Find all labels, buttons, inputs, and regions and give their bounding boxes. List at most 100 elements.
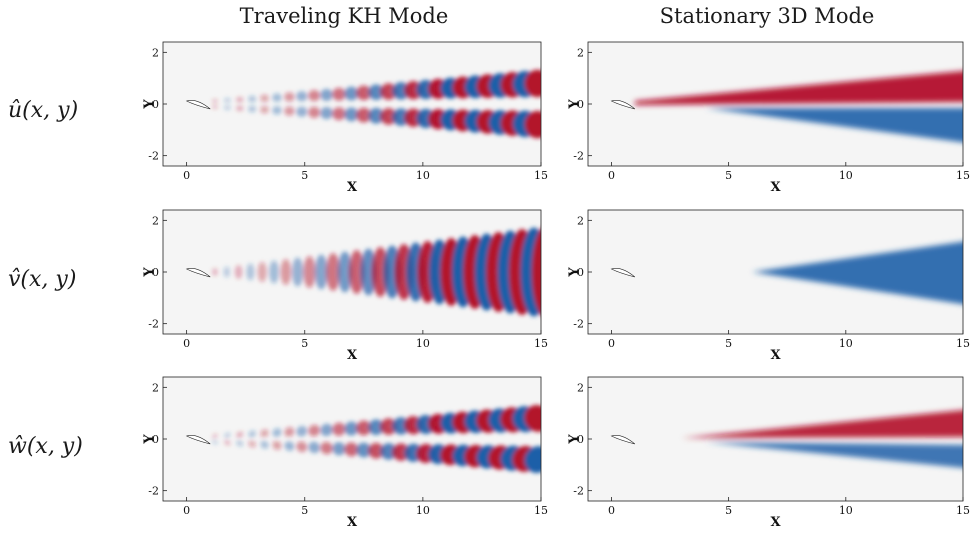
airfoil-outline xyxy=(185,100,211,110)
panel-v-kh: 0 5 10 15 2 0 -2 X Y xyxy=(142,209,548,370)
kh-lower-lobe xyxy=(248,440,257,448)
stationary-negative-band xyxy=(705,108,963,143)
x-axis-label: X xyxy=(770,180,781,195)
x-tick-label: 10 xyxy=(839,337,853,350)
kh-v-lobe xyxy=(269,260,280,284)
y-tick-label: 2 xyxy=(577,46,584,59)
column-title-stationary: Stationary 3D Mode xyxy=(659,4,875,28)
kh-v-lobe xyxy=(223,266,231,278)
kh-upper-lobe xyxy=(332,87,346,101)
kh-lower-lobe xyxy=(356,442,372,458)
kh-lower-lobe xyxy=(332,107,346,121)
kh-upper-lobe xyxy=(356,420,372,436)
kh-upper-lobe xyxy=(320,423,333,437)
y-tick-label: 0 xyxy=(577,266,584,279)
y-axis-label: Y xyxy=(567,434,582,445)
kh-lower-lobe xyxy=(284,441,295,451)
x-tick-label: 0 xyxy=(183,337,190,350)
stationary-positive-band xyxy=(634,71,963,105)
kh-upper-lobe xyxy=(272,93,282,102)
kh-v-lobe xyxy=(314,254,328,290)
y-tick-label: -2 xyxy=(573,318,584,331)
y-axis-label: Y xyxy=(142,99,157,110)
kh-lower-lobe xyxy=(224,439,231,446)
x-tick-label: 0 xyxy=(183,169,190,182)
y-tick-label: 0 xyxy=(577,98,584,111)
x-axis-label: X xyxy=(347,515,358,530)
y-tick-label: 0 xyxy=(152,266,159,279)
x-tick-label: 5 xyxy=(725,504,732,517)
airfoil-outline xyxy=(185,268,211,278)
kh-v-lobe xyxy=(326,253,341,291)
kh-lower-lobe xyxy=(284,106,295,116)
kh-lower-lobe xyxy=(524,110,541,139)
row-label-w: ŵ(x, y) xyxy=(8,434,83,459)
x-axis-label: X xyxy=(347,180,358,195)
kh-lower-lobe xyxy=(320,107,333,120)
kh-v-lobe xyxy=(280,259,292,285)
kh-upper-lobe xyxy=(272,428,282,438)
kh-upper-lobe xyxy=(224,97,231,103)
kh-upper-lobe xyxy=(368,419,385,436)
kh-v-lobe xyxy=(531,228,541,316)
panel-u-3d: 0 5 10 15 2 0 -2 X Y xyxy=(567,41,970,202)
stationary-negative-band xyxy=(752,241,963,305)
kh-lower-lobe xyxy=(236,440,244,447)
kh-lower-lobe xyxy=(320,441,333,455)
kh-lower-lobe xyxy=(380,443,397,460)
panel-w-3d: 0 5 10 15 2 0 -2 X Y xyxy=(567,376,970,537)
kh-lower-lobe xyxy=(212,439,218,445)
panel-u-kh: 0 5 10 15 2 0 -2 X Y xyxy=(142,41,548,202)
y-tick-label: 2 xyxy=(577,381,584,394)
kh-lower-lobe xyxy=(332,442,346,456)
kh-upper-lobe xyxy=(236,431,244,438)
stationary-positive-band xyxy=(681,410,963,438)
kh-upper-lobe xyxy=(524,405,541,432)
kh-lower-lobe xyxy=(211,105,218,109)
kh-v-lobe xyxy=(234,265,243,279)
kh-upper-lobe xyxy=(296,91,308,102)
y-tick-label: -2 xyxy=(148,485,159,498)
stationary-negative-band xyxy=(705,442,963,468)
row-label-u: û(x, y) xyxy=(8,98,79,123)
kh-lower-lobe xyxy=(224,105,231,111)
x-tick-label: 5 xyxy=(301,504,308,517)
kh-upper-lobe xyxy=(260,429,269,438)
x-tick-label: 15 xyxy=(956,169,970,182)
kh-lower-lobe xyxy=(296,106,308,117)
x-tick-label: 15 xyxy=(534,337,548,350)
y-axis-label: Y xyxy=(142,267,157,278)
x-tick-label: 5 xyxy=(725,337,732,350)
kh-lower-lobe xyxy=(524,446,541,473)
x-tick-label: 15 xyxy=(534,504,548,517)
kh-upper-lobe xyxy=(356,85,372,101)
panel-w-kh: 0 5 10 15 2 0 -2 X Y xyxy=(142,376,548,537)
x-tick-label: 0 xyxy=(608,169,615,182)
y-tick-label: 0 xyxy=(152,98,159,111)
kh-lower-lobe xyxy=(344,107,359,122)
kh-lower-lobe xyxy=(260,105,270,114)
kh-lower-lobe xyxy=(368,107,385,124)
kh-lower-lobe xyxy=(248,105,257,113)
x-tick-label: 5 xyxy=(301,337,308,350)
x-tick-label: 0 xyxy=(608,337,615,350)
y-tick-label: 2 xyxy=(152,214,159,227)
row-label-v: v̂(x, y) xyxy=(8,267,77,292)
airfoil-outline xyxy=(185,435,211,445)
airfoil-outline xyxy=(610,435,636,445)
x-tick-label: 5 xyxy=(725,169,732,182)
panel-v-3d: 0 5 10 15 2 0 -2 X Y xyxy=(567,209,970,370)
kh-upper-lobe xyxy=(211,99,218,103)
x-axis-label: X xyxy=(770,515,781,530)
kh-upper-lobe xyxy=(308,424,321,437)
kh-v-lobe xyxy=(337,251,353,293)
x-tick-label: 15 xyxy=(956,337,970,350)
kh-upper-lobe xyxy=(212,433,218,439)
x-tick-label: 0 xyxy=(183,504,190,517)
kh-v-lobe xyxy=(246,263,255,281)
kh-upper-lobe xyxy=(284,92,295,102)
kh-lower-lobe xyxy=(272,440,282,450)
x-tick-label: 5 xyxy=(301,169,308,182)
y-axis-label: Y xyxy=(567,267,582,278)
kh-upper-lobe xyxy=(308,90,321,102)
